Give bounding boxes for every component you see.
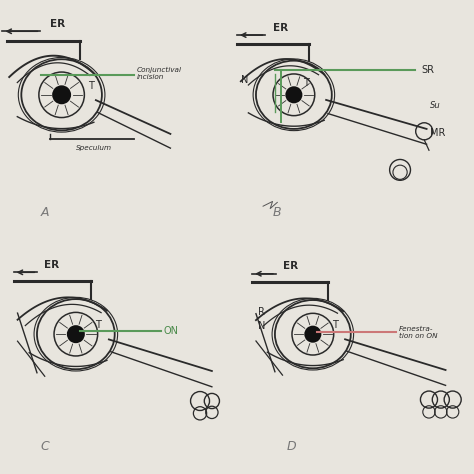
- Text: R: R: [258, 308, 265, 318]
- Text: N: N: [241, 75, 248, 85]
- Text: T: T: [88, 82, 94, 91]
- Text: ON: ON: [164, 327, 179, 337]
- Text: B: B: [273, 206, 281, 219]
- Text: ER: ER: [50, 19, 65, 29]
- Text: T: T: [332, 320, 337, 330]
- Circle shape: [52, 85, 71, 104]
- Text: C: C: [40, 440, 49, 453]
- Text: A: A: [40, 206, 49, 219]
- Circle shape: [285, 86, 302, 103]
- Text: SR: SR: [421, 65, 434, 75]
- Text: ER: ER: [45, 260, 60, 270]
- Text: N: N: [258, 321, 265, 331]
- Text: ER: ER: [273, 23, 288, 33]
- Text: Fenestra-
tion on ON: Fenestra- tion on ON: [399, 326, 437, 339]
- Text: T: T: [303, 78, 309, 88]
- Text: T: T: [95, 320, 101, 330]
- Circle shape: [304, 326, 321, 343]
- Text: D: D: [287, 440, 296, 453]
- Text: Conjunctival
incision: Conjunctival incision: [137, 67, 182, 80]
- Circle shape: [67, 325, 85, 343]
- Text: MR: MR: [430, 128, 446, 138]
- Text: Speculum: Speculum: [76, 145, 112, 151]
- Text: Su: Su: [430, 101, 441, 110]
- Text: ER: ER: [283, 261, 298, 272]
